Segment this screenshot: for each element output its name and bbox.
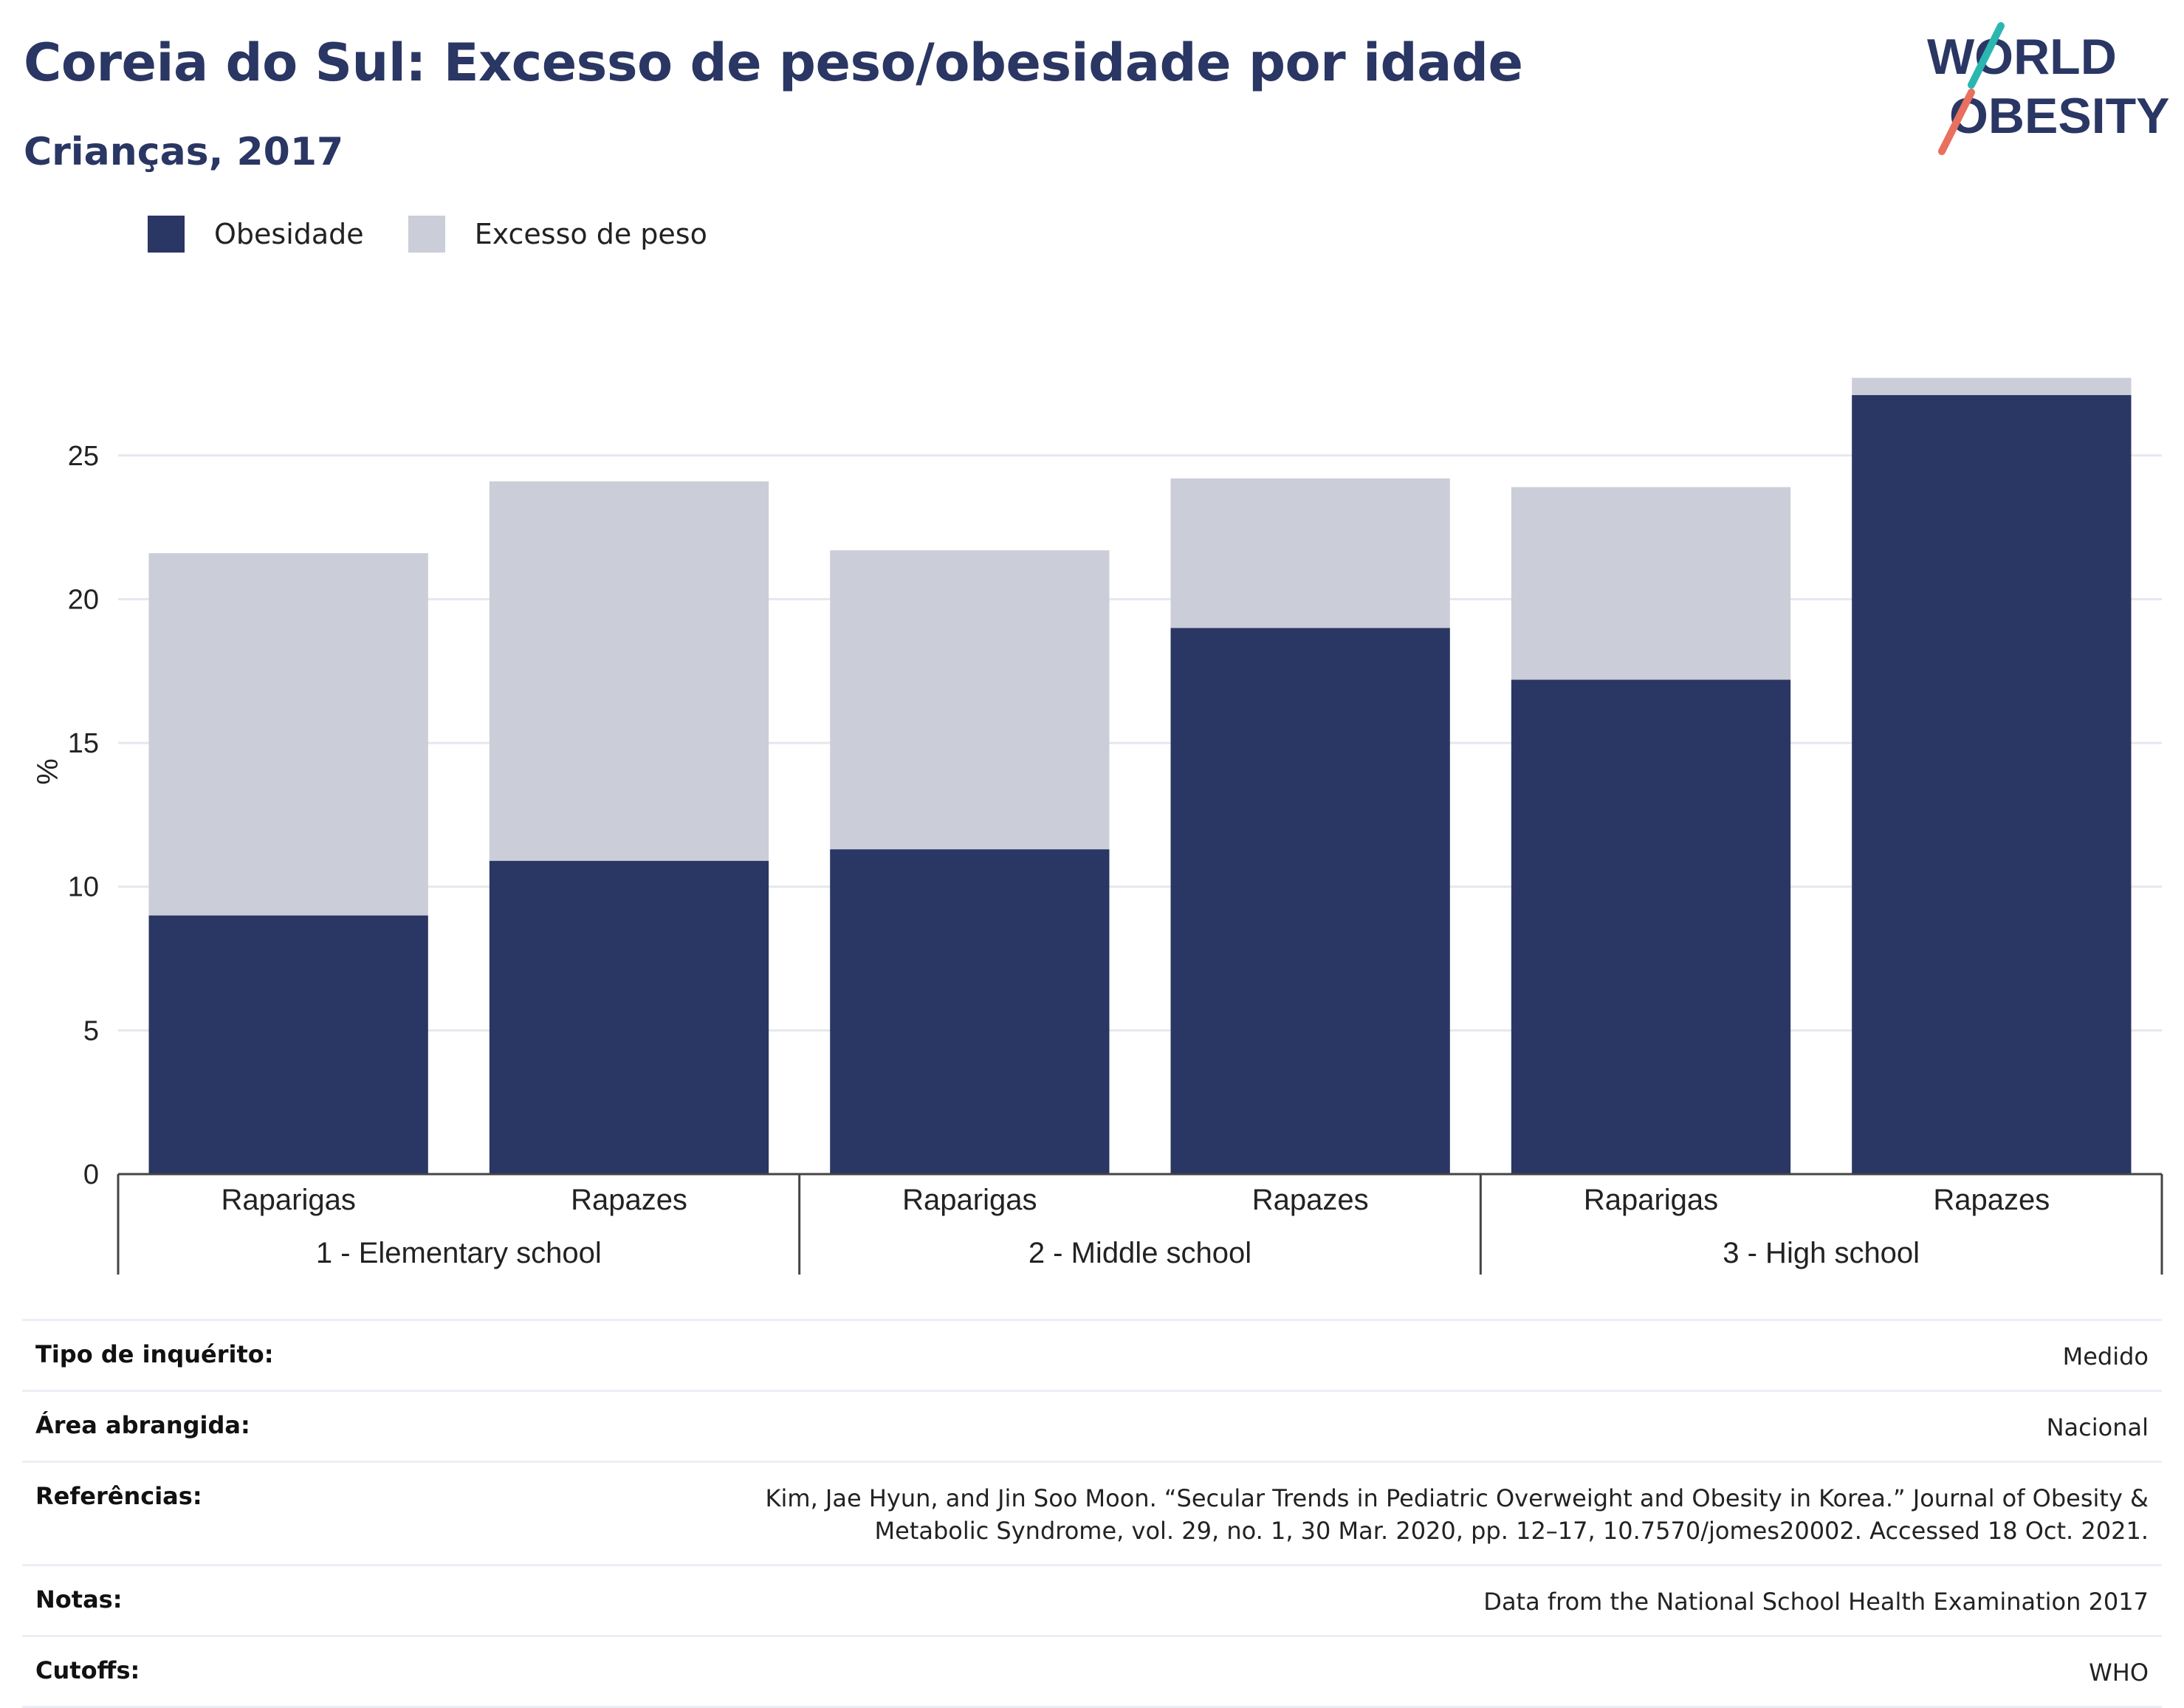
x-tick-label: Raparigas	[902, 1184, 1037, 1216]
legend-label-overweight: Excesso de peso	[474, 218, 707, 250]
x-group-label: 1 - Elementary school	[316, 1237, 602, 1269]
legend-item-obesity: Obesidade	[148, 216, 364, 253]
world-obesity-logo: WORLD OBESITY	[1927, 22, 2170, 155]
meta-label: Referências:	[35, 1481, 202, 1510]
meta-value: Nacional	[2046, 1413, 2149, 1441]
meta-label: Tipo de inquérito:	[35, 1340, 274, 1368]
meta-value: WHO	[2089, 1658, 2149, 1687]
y-tick-label: 25	[68, 441, 99, 472]
meta-row: Notas: Data from the National School Hea…	[22, 1564, 2162, 1635]
legend-item-overweight: Excesso de peso	[408, 216, 707, 253]
y-tick-label: 10	[68, 872, 99, 903]
y-tick-label: 15	[68, 728, 99, 759]
x-group-label: 2 - Middle school	[1029, 1237, 1251, 1269]
legend-swatch-overweight	[408, 216, 445, 253]
y-tick-label: 5	[83, 1015, 99, 1046]
meta-row: Tipo de inquérito: Medido	[22, 1319, 2162, 1390]
bar-obesity	[1852, 395, 2132, 1175]
chart-title: Coreia do Sul: Excesso de peso/obesidade…	[24, 32, 1523, 93]
meta-row: Cutoffs: WHO	[22, 1634, 2162, 1708]
legend-label-obesity: Obesidade	[214, 218, 364, 250]
chart-legend: Obesidade Excesso de peso	[148, 216, 737, 253]
bar-overweight	[489, 481, 769, 861]
bar-obesity	[1511, 679, 1791, 1174]
meta-value: Kim, Jae Hyun, and Jin Soo Moon. “Secula…	[765, 1484, 2149, 1546]
x-tick-label: Raparigas	[222, 1184, 356, 1216]
bar-obesity	[489, 860, 769, 1174]
bar-obesity	[148, 915, 428, 1174]
svg-text:WORLD: WORLD	[1927, 29, 2117, 85]
y-tick-label: 20	[68, 584, 99, 615]
x-tick-label: Raparigas	[1584, 1184, 1718, 1216]
meta-value: Data from the National School Health Exa…	[1483, 1588, 2149, 1616]
bar-overweight	[1852, 377, 2132, 396]
meta-label: Cutoffs:	[35, 1656, 140, 1684]
x-tick-label: Rapazes	[571, 1184, 687, 1216]
y-tick-label: 0	[83, 1159, 99, 1190]
meta-label: Notas:	[35, 1585, 123, 1614]
meta-label: Área abrangida:	[35, 1410, 250, 1439]
x-group-label: 3 - High school	[1723, 1237, 1920, 1269]
chart-subtitle: Crianças, 2017	[24, 130, 344, 174]
svg-text:OBESITY: OBESITY	[1949, 88, 2170, 144]
meta-row: Referências: Kim, Jae Hyun, and Jin Soo …	[22, 1460, 2162, 1565]
bar-overweight	[1511, 487, 1791, 680]
legend-swatch-obesity	[148, 216, 185, 253]
meta-value: Medido	[2062, 1342, 2149, 1371]
bar-overweight	[148, 553, 428, 916]
stacked-bar-chart: 0 5 10 15 20 25% Raparigas Rapazes Raparigas Rapa…	[32, 377, 2163, 1275]
x-tick-label: Rapazes	[1252, 1184, 1369, 1216]
x-tick-label: Rapazes	[1933, 1184, 2050, 1216]
bar-obesity	[830, 849, 1110, 1174]
y-axis-label: %	[32, 758, 64, 785]
meta-row: Área abrangida: Nacional	[22, 1389, 2162, 1461]
bar-overweight	[830, 550, 1110, 850]
metadata-table: Tipo de inquérito: Medido Área abrangida…	[22, 1319, 2162, 1708]
bar-overweight	[1170, 478, 1450, 628]
bar-obesity	[1170, 628, 1450, 1174]
